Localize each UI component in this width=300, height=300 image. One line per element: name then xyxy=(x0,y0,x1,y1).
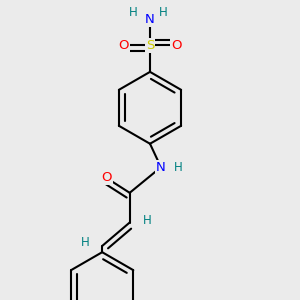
Text: O: O xyxy=(101,171,112,184)
Text: H: H xyxy=(159,6,167,19)
Text: S: S xyxy=(146,39,154,52)
Text: O: O xyxy=(118,39,129,52)
Text: O: O xyxy=(171,39,182,52)
Text: H: H xyxy=(174,161,182,174)
Text: H: H xyxy=(142,214,151,226)
Text: N: N xyxy=(156,161,166,174)
Text: H: H xyxy=(128,6,137,19)
Text: H: H xyxy=(81,236,89,249)
Text: N: N xyxy=(145,13,155,26)
